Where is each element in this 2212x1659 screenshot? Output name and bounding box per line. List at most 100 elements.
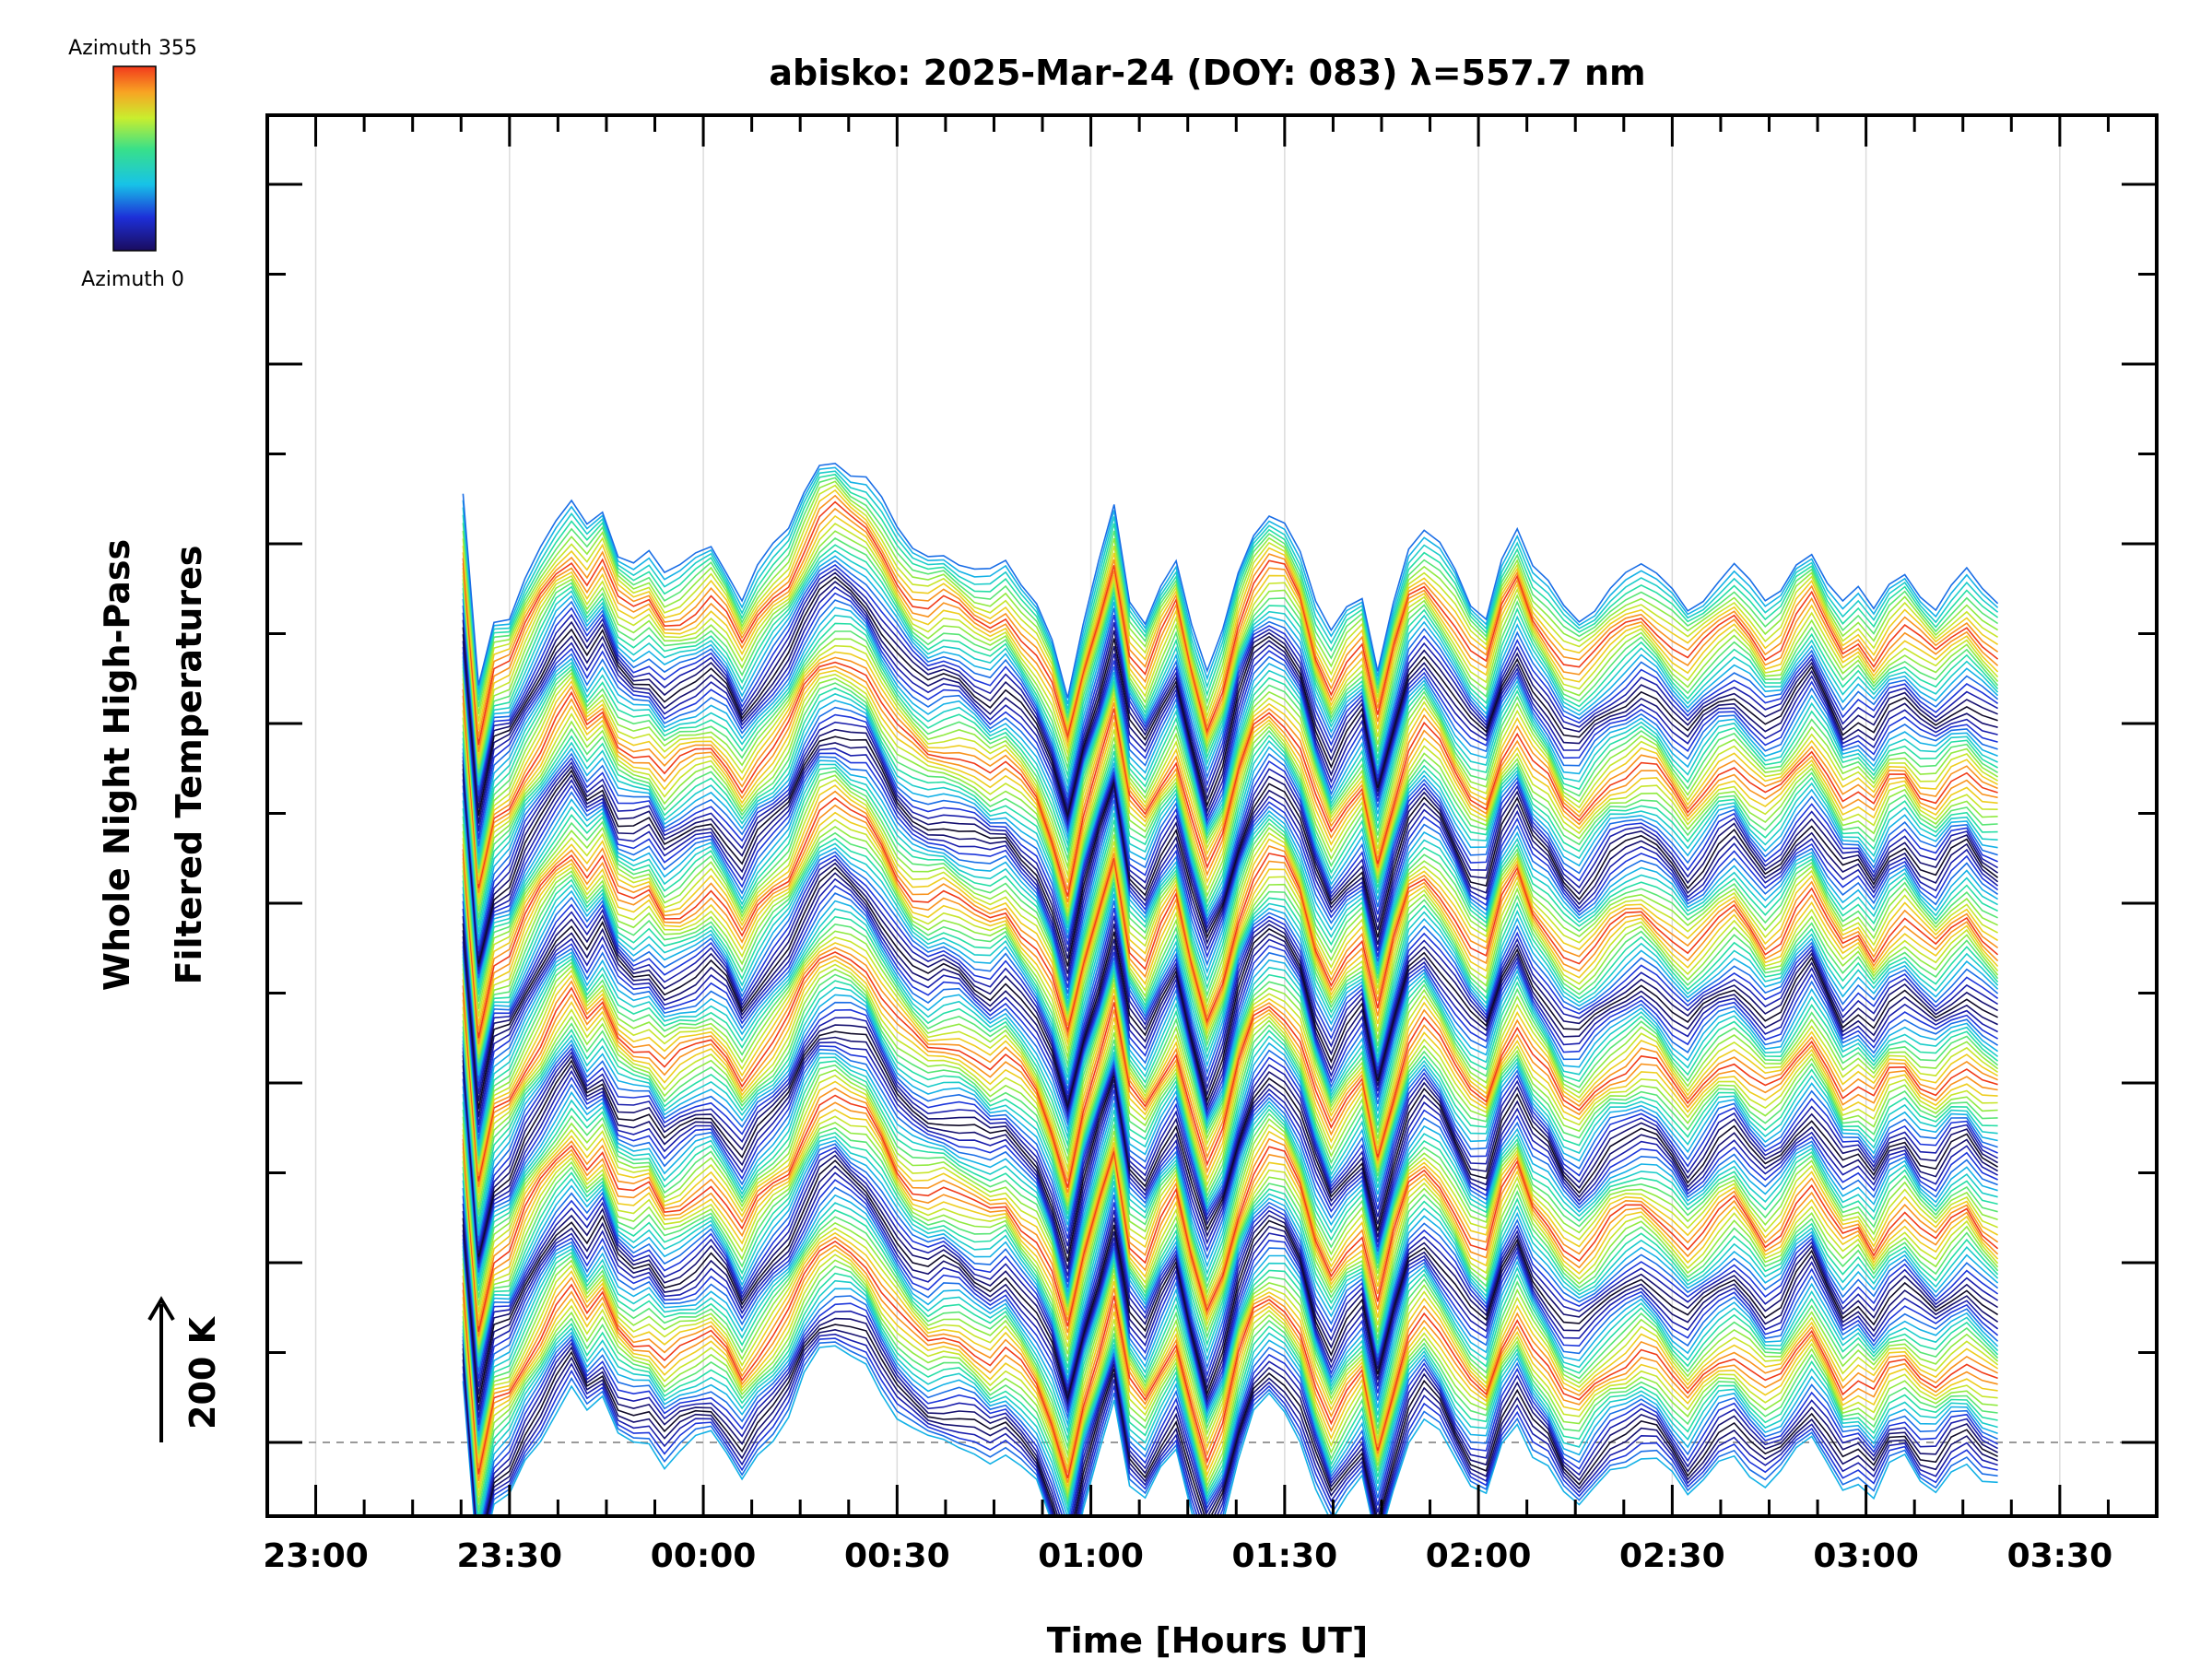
series-line-139 xyxy=(462,559,1999,799)
series-line-10 xyxy=(462,1288,1998,1516)
series-line-4 xyxy=(462,1328,1998,1516)
series-line-108 xyxy=(462,742,1999,974)
series-line-0 xyxy=(462,1345,1998,1516)
series-line-97 xyxy=(462,790,1999,1032)
series-line-6 xyxy=(462,1317,1998,1516)
series-line-135 xyxy=(462,576,1998,818)
series-line-41 xyxy=(462,1115,1999,1347)
series-line-2 xyxy=(462,1337,1998,1516)
x-tick-labels: 23:00 23:30 00:00 00:30 01:00 01:30 02:00 02:30… xyxy=(263,1537,2112,1575)
series-line-109 xyxy=(462,735,1999,967)
series-line-73 xyxy=(462,936,1999,1171)
series-line-44 xyxy=(462,1094,1999,1332)
series-line-71 xyxy=(462,947,1998,1182)
scale-arrow-head xyxy=(147,1296,175,1322)
series-line-46 xyxy=(462,1080,1998,1320)
series-line-57 xyxy=(462,1030,1999,1263)
series-line-132 xyxy=(462,592,1998,840)
series-line-28 xyxy=(462,1179,1999,1426)
series-line-136 xyxy=(462,571,1998,814)
x-axis-label: Time [Hours UT] xyxy=(1047,1620,1369,1659)
series-line-142 xyxy=(462,544,1999,779)
series-line-25 xyxy=(462,1202,1999,1442)
series-line-149 xyxy=(462,494,1999,738)
series-line-62 xyxy=(462,994,1998,1236)
series-line-118 xyxy=(462,677,1998,917)
series-line-87 xyxy=(462,851,1999,1089)
series-line-117 xyxy=(462,682,1998,921)
series-line-83 xyxy=(462,866,1998,1110)
series-line-63 xyxy=(462,986,1998,1230)
axis-ticks xyxy=(267,115,2157,1516)
series-line-98 xyxy=(462,784,1999,1025)
series-line-27 xyxy=(462,1186,1999,1431)
series-line-125 xyxy=(462,644,1999,878)
series-line-58 xyxy=(462,1024,1999,1254)
series-line-84 xyxy=(462,862,1998,1105)
series-line-145 xyxy=(462,523,1999,764)
series-line-103 xyxy=(462,763,1998,1004)
series-line-24 xyxy=(462,1209,1999,1446)
chart-title: abisko: 2025-Mar-24 (DOY: 083) λ=557.7 n… xyxy=(769,53,1645,93)
series-line-85 xyxy=(462,858,1999,1101)
series-line-21 xyxy=(462,1227,1999,1465)
series-line-38 xyxy=(462,1132,1999,1369)
series-line-138 xyxy=(462,564,1999,805)
series-line-114 xyxy=(462,700,1998,940)
series-line-45 xyxy=(462,1087,1999,1326)
series-line-20 xyxy=(462,1231,1999,1471)
scale-label: 200 K xyxy=(182,1315,223,1430)
series-line-82 xyxy=(462,872,1998,1118)
x-tick-label-9: 03:30 xyxy=(2007,1537,2113,1575)
series-line-93 xyxy=(462,818,1999,1054)
series-line-100 xyxy=(462,774,1998,1015)
series-line-76 xyxy=(462,915,1999,1157)
series-line-67 xyxy=(462,963,1998,1202)
series-line-50 xyxy=(462,1060,1998,1300)
series-line-153 xyxy=(462,477,1999,718)
series-line-141 xyxy=(462,549,1999,786)
series-line-40 xyxy=(462,1122,1999,1355)
series-line-105 xyxy=(462,756,1999,994)
series-line-110 xyxy=(462,728,1999,960)
series-line-91 xyxy=(462,831,1999,1067)
series-line-68 xyxy=(462,959,1998,1198)
series-line-42 xyxy=(462,1109,1999,1342)
legend-bottom-label: Azimuth 0 xyxy=(81,268,184,291)
series-line-26 xyxy=(462,1194,1999,1437)
series-line-75 xyxy=(462,923,1999,1160)
x-tick-label-4: 01:00 xyxy=(1038,1537,1144,1575)
colorbar-legend: Azimuth 355 Azimuth 0 xyxy=(68,37,197,291)
series-line-13 xyxy=(462,1265,1998,1512)
series-line-30 xyxy=(462,1165,1999,1411)
series-line-78 xyxy=(462,900,1999,1147)
series-line-55 xyxy=(462,1041,1998,1277)
series-line-80 xyxy=(462,885,1998,1134)
series-line-113 xyxy=(462,706,1998,947)
series-line-37 xyxy=(462,1135,1999,1374)
series-line-146 xyxy=(462,514,1999,759)
series-line-123 xyxy=(462,656,1998,890)
scale-indicator: 200 K xyxy=(147,1296,223,1442)
series-line-140 xyxy=(462,555,1999,793)
series-line-131 xyxy=(462,599,1998,847)
series-line-64 xyxy=(462,980,1998,1223)
x-tick-label-5: 01:30 xyxy=(1232,1537,1338,1575)
series-line-74 xyxy=(462,930,1999,1164)
series-line-129 xyxy=(462,614,1998,860)
series-line-16 xyxy=(462,1249,1998,1488)
series-line-96 xyxy=(462,796,1999,1039)
series-line-150 xyxy=(462,488,1999,731)
series-line-86 xyxy=(462,854,1999,1095)
series-line-119 xyxy=(462,673,1998,912)
series-line-115 xyxy=(462,693,1998,934)
series-line-94 xyxy=(462,811,1999,1050)
series-line-154 xyxy=(462,473,1999,714)
series-line-72 xyxy=(462,942,1998,1179)
series-line-49 xyxy=(462,1064,1998,1304)
series-line-137 xyxy=(462,568,1998,809)
series-line-66 xyxy=(462,968,1998,1208)
series-line-39 xyxy=(462,1127,1999,1362)
series-line-101 xyxy=(462,770,1998,1011)
series-line-34 xyxy=(462,1147,1999,1387)
